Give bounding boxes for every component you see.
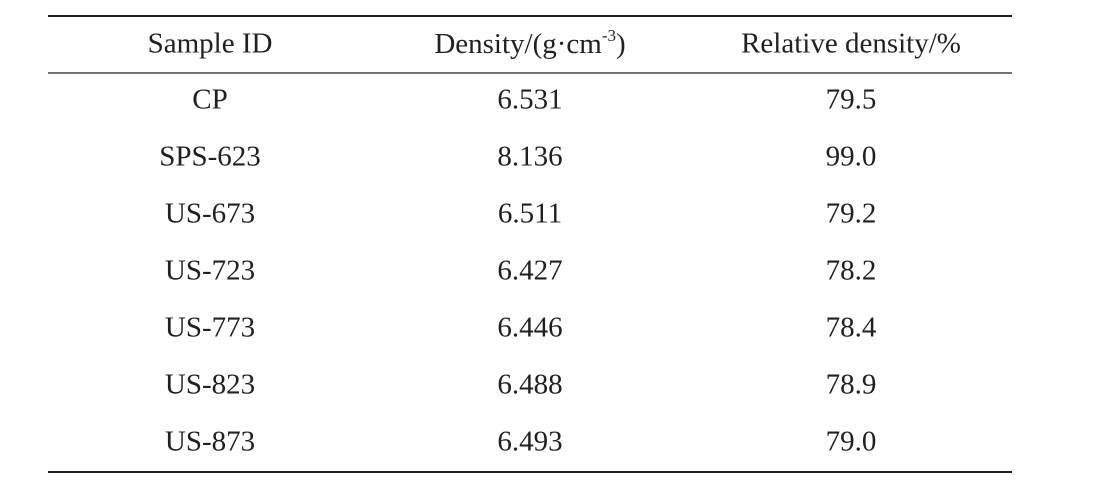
table-cell: US-673 <box>165 198 255 230</box>
table-cell: 78.2 <box>826 255 877 287</box>
table-cell: 6.446 <box>497 312 562 344</box>
table-cell: 8.136 <box>497 141 562 173</box>
table-cell: 6.531 <box>497 84 562 116</box>
table-cell: CP <box>192 84 227 116</box>
table-cell: US-823 <box>165 369 255 401</box>
header-cell: Relative density/% <box>741 28 961 60</box>
table-cell: 79.0 <box>826 426 877 458</box>
header-text: ) <box>616 28 626 60</box>
table-cell: 6.511 <box>498 198 562 230</box>
header-text: Density/(g·cm <box>434 28 602 60</box>
table-cell: 78.4 <box>826 312 877 344</box>
table-cell: 78.9 <box>826 369 877 401</box>
table-cell: 79.5 <box>826 84 877 116</box>
table-cell: US-773 <box>165 312 255 344</box>
header-cell: Density/(g·cm-3) <box>434 26 625 60</box>
table-cell: US-723 <box>165 255 255 287</box>
table-cell: 79.2 <box>826 198 877 230</box>
table-cell: 6.488 <box>497 369 562 401</box>
table-cell: SPS-623 <box>159 141 261 173</box>
table-cell: US-873 <box>165 426 255 458</box>
header-superscript: -3 <box>602 26 616 45</box>
table-cell: 6.427 <box>497 255 562 287</box>
table-cell: 99.0 <box>826 141 877 173</box>
header-cell: Sample ID <box>148 28 273 60</box>
table-cell: 6.493 <box>497 426 562 458</box>
